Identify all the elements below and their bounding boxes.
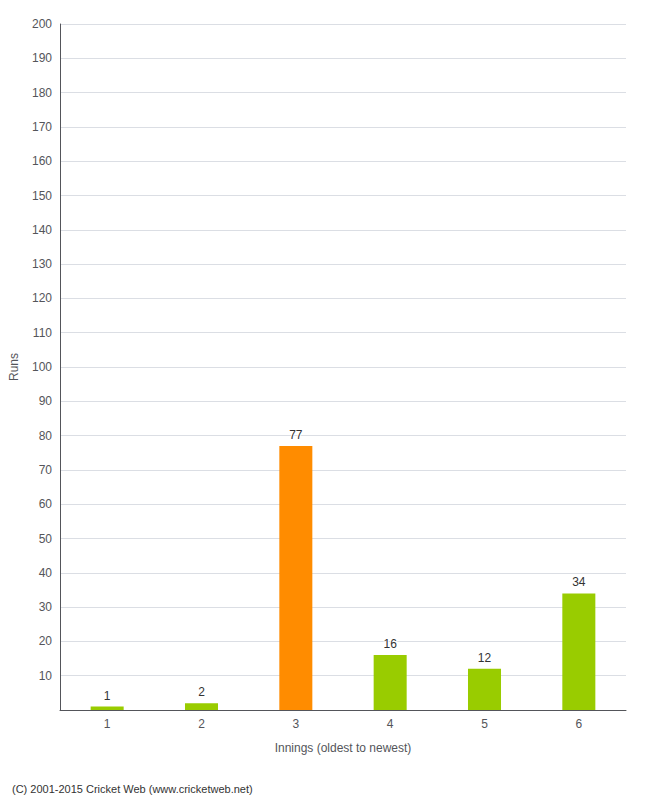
svg-text:100: 100 — [32, 360, 52, 374]
svg-text:110: 110 — [33, 326, 52, 340]
svg-text:130: 130 — [32, 257, 52, 271]
svg-text:3: 3 — [292, 717, 299, 731]
svg-text:70: 70 — [39, 463, 53, 477]
svg-text:16: 16 — [383, 637, 397, 651]
svg-text:50: 50 — [39, 532, 53, 546]
svg-text:12: 12 — [478, 651, 492, 665]
svg-text:1: 1 — [104, 689, 111, 703]
svg-text:(C) 2001-2015 Cricket Web (www: (C) 2001-2015 Cricket Web (www.cricketwe… — [12, 783, 253, 795]
svg-text:90: 90 — [39, 394, 53, 408]
svg-text:180: 180 — [32, 86, 52, 100]
svg-text:140: 140 — [32, 223, 52, 237]
svg-text:190: 190 — [32, 51, 52, 65]
svg-text:60: 60 — [39, 497, 53, 511]
svg-text:30: 30 — [39, 600, 53, 614]
svg-text:Runs: Runs — [7, 353, 21, 381]
svg-text:2: 2 — [198, 685, 205, 699]
svg-text:10: 10 — [39, 669, 53, 683]
svg-text:40: 40 — [39, 566, 53, 580]
svg-text:6: 6 — [575, 717, 582, 731]
svg-text:77: 77 — [289, 428, 303, 442]
svg-text:150: 150 — [32, 189, 52, 203]
svg-text:2: 2 — [198, 717, 205, 731]
svg-text:Innings (oldest to newest): Innings (oldest to newest) — [275, 741, 412, 755]
svg-text:170: 170 — [32, 120, 52, 134]
svg-text:200: 200 — [32, 17, 52, 31]
svg-text:20: 20 — [39, 634, 53, 648]
svg-text:80: 80 — [39, 429, 53, 443]
svg-text:34: 34 — [572, 575, 586, 589]
svg-text:120: 120 — [32, 291, 52, 305]
svg-text:1: 1 — [104, 717, 111, 731]
svg-text:5: 5 — [481, 717, 488, 731]
svg-text:160: 160 — [32, 154, 52, 168]
svg-text:4: 4 — [387, 717, 394, 731]
